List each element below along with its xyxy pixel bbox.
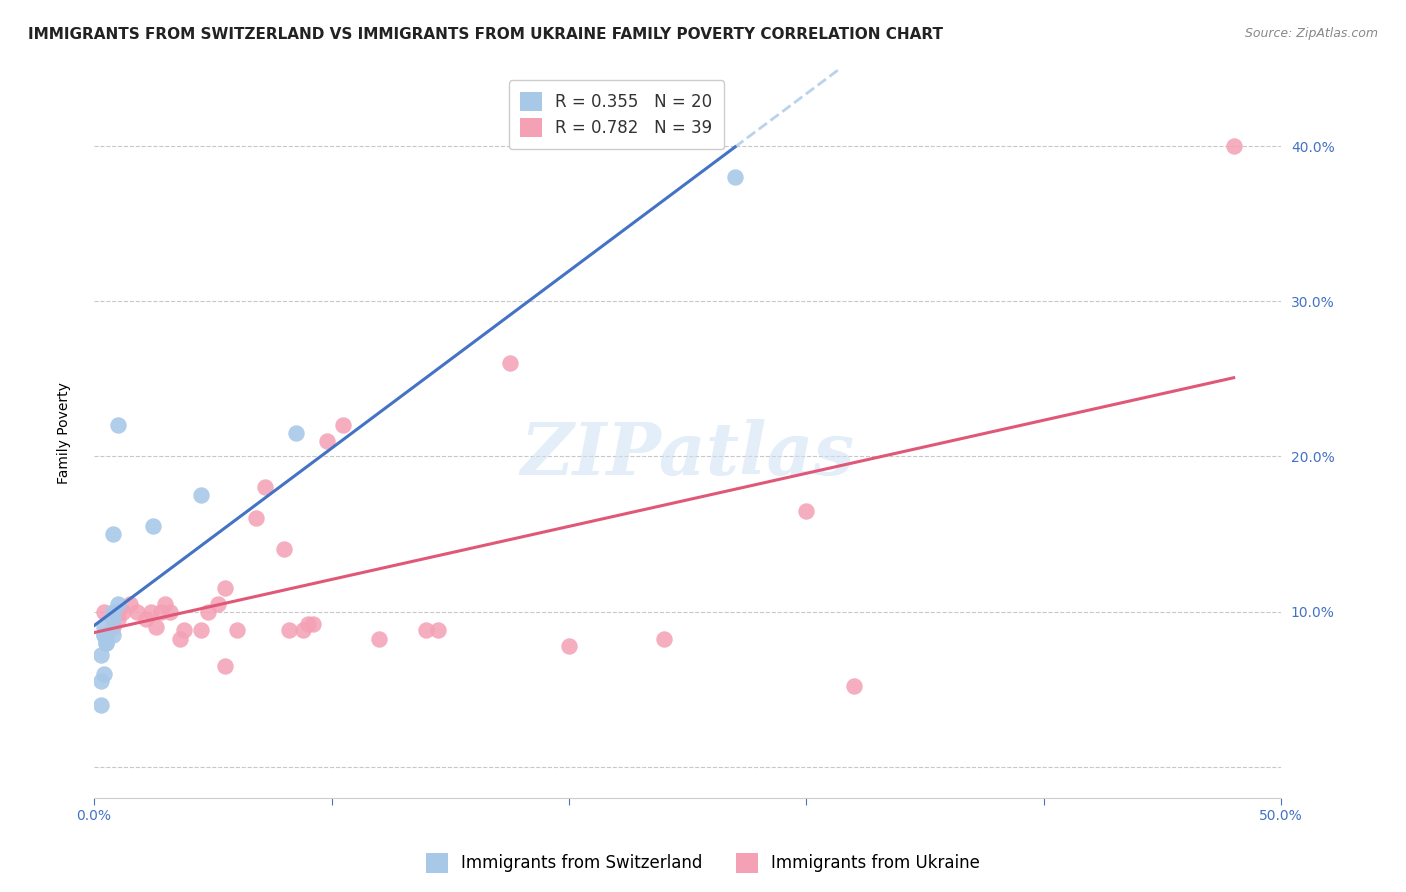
Point — [368, 632, 391, 647]
Point — [145, 620, 167, 634]
Point — [93, 605, 115, 619]
Point — [101, 620, 124, 634]
Point — [284, 426, 307, 441]
Point — [225, 623, 247, 637]
Point — [107, 612, 129, 626]
Text: IMMIGRANTS FROM SWITZERLAND VS IMMIGRANTS FROM UKRAINE FAMILY POVERTY CORRELATIO: IMMIGRANTS FROM SWITZERLAND VS IMMIGRANT… — [28, 27, 943, 42]
Point — [245, 511, 267, 525]
Point — [214, 658, 236, 673]
Point — [107, 418, 129, 433]
Point — [197, 605, 219, 619]
Point — [107, 597, 129, 611]
Point — [207, 597, 229, 611]
Point — [118, 597, 141, 611]
Y-axis label: Family Poverty: Family Poverty — [58, 382, 72, 484]
Point — [842, 679, 865, 693]
Point — [101, 605, 124, 619]
Point — [190, 623, 212, 637]
Point — [107, 605, 129, 619]
Point — [315, 434, 337, 448]
Legend: Immigrants from Switzerland, Immigrants from Ukraine: Immigrants from Switzerland, Immigrants … — [419, 847, 987, 880]
Point — [273, 542, 295, 557]
Point — [332, 418, 354, 433]
Point — [139, 605, 162, 619]
Point — [724, 170, 747, 185]
Point — [101, 628, 124, 642]
Point — [101, 527, 124, 541]
Point — [301, 616, 323, 631]
Point — [93, 620, 115, 634]
Legend: R = 0.355   N = 20, R = 0.782   N = 39: R = 0.355 N = 20, R = 0.782 N = 39 — [509, 80, 724, 149]
Point — [155, 597, 177, 611]
Point — [652, 632, 675, 647]
Point — [149, 605, 172, 619]
Point — [125, 605, 148, 619]
Point — [190, 488, 212, 502]
Point — [135, 612, 157, 626]
Point — [93, 666, 115, 681]
Point — [94, 635, 117, 649]
Point — [173, 623, 195, 637]
Point — [214, 581, 236, 595]
Point — [142, 519, 165, 533]
Point — [93, 628, 115, 642]
Point — [159, 605, 181, 619]
Point — [94, 635, 117, 649]
Point — [415, 623, 437, 637]
Point — [254, 480, 277, 494]
Point — [427, 623, 450, 637]
Point — [94, 632, 117, 647]
Point — [277, 623, 299, 637]
Point — [93, 628, 115, 642]
Point — [794, 503, 817, 517]
Text: Source: ZipAtlas.com: Source: ZipAtlas.com — [1244, 27, 1378, 40]
Point — [169, 632, 191, 647]
Point — [297, 616, 319, 631]
Point — [1222, 139, 1244, 153]
Point — [90, 648, 112, 662]
Point — [101, 612, 124, 626]
Point — [498, 356, 520, 370]
Point — [90, 674, 112, 689]
Point — [292, 623, 315, 637]
Point — [558, 639, 581, 653]
Point — [90, 698, 112, 712]
Point — [111, 605, 134, 619]
Text: ZIPatlas: ZIPatlas — [520, 419, 855, 491]
